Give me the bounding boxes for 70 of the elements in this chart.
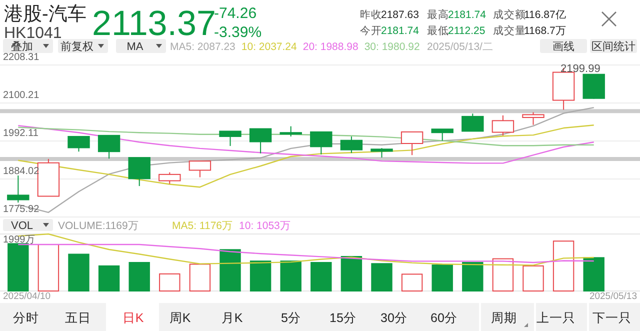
- text: 2113.37: [92, 4, 216, 43]
- text: 30分: [380, 311, 408, 325]
- text: 5分: [281, 311, 301, 325]
- text: 2181.74: [381, 25, 420, 37]
- text: 15分: [330, 311, 356, 325]
- bar: [250, 260, 272, 292]
- series-label: 10: 1053万: [239, 220, 291, 232]
- bar: [340, 256, 362, 292]
- text: 116.87亿: [524, 9, 566, 21]
- text: 下一只: [592, 311, 632, 325]
- text: 60分: [430, 311, 458, 325]
- annotation: 2025/04/10: [3, 291, 51, 302]
- text: 画线: [552, 40, 574, 53]
- text: 日K: [122, 311, 144, 325]
- text: 港股-汽车: [4, 4, 86, 25]
- text: 叠加: [11, 40, 33, 53]
- text: 上一只: [536, 311, 576, 325]
- y-tick-label: 1999万: [3, 234, 36, 246]
- text: 成交额: [493, 8, 526, 21]
- text: 20: 1988.98: [302, 41, 358, 53]
- bar: [189, 264, 211, 292]
- bar: [159, 273, 180, 292]
- y-tick-label: 2100.21: [3, 90, 40, 101]
- text: 分时: [13, 311, 39, 325]
- text: 成交量: [493, 24, 526, 37]
- annotation: 2025/05/13: [589, 291, 637, 302]
- bar: [401, 274, 423, 292]
- text: 周K: [169, 311, 192, 325]
- bar: [492, 258, 514, 292]
- text: -74.26: [214, 5, 257, 22]
- text: MA5: 2087.23: [170, 41, 236, 53]
- text: 昨收: [360, 9, 382, 21]
- annotation: 2199.99: [560, 62, 600, 75]
- text: 今开: [360, 25, 382, 37]
- bar: [8, 243, 29, 292]
- y-tick-label: 2208.31: [3, 52, 40, 63]
- y-tick-label: 1992.11: [3, 128, 39, 139]
- text: 2112.25: [448, 25, 486, 37]
- bar: [128, 262, 150, 292]
- text: HK1041: [4, 25, 62, 42]
- text: -3.39%: [214, 24, 262, 41]
- bar: [38, 244, 60, 292]
- bar: [552, 240, 574, 292]
- bar: [280, 260, 302, 292]
- text: VOLUME:1169万: [58, 220, 139, 232]
- y-tick-label: 1775.92: [3, 204, 40, 215]
- text: 最低: [427, 25, 449, 37]
- text: 2025/05/13/二: [427, 41, 494, 53]
- bar: [583, 257, 604, 292]
- text: 2187.63: [381, 9, 420, 21]
- text: 30: 1980.92: [364, 41, 420, 53]
- text: 10: 2037.24: [241, 41, 298, 53]
- text: MA: [126, 41, 144, 53]
- bar: [462, 262, 484, 292]
- bar: [432, 264, 453, 292]
- bar: [68, 254, 90, 292]
- bar: [220, 249, 241, 292]
- bar: [522, 265, 544, 292]
- bar: [310, 262, 332, 292]
- text: MA5: 1176万: [172, 220, 234, 232]
- text: VOL: [10, 220, 34, 232]
- bar: [98, 265, 120, 292]
- text: 前复权: [60, 41, 94, 53]
- text: 2181.74: [448, 9, 486, 21]
- text: 五日: [65, 311, 91, 325]
- text: 最高: [427, 8, 449, 21]
- text: 周期: [491, 311, 517, 325]
- bar: [371, 263, 392, 292]
- text: 月K: [221, 311, 244, 325]
- text: 1168.7万: [524, 25, 566, 37]
